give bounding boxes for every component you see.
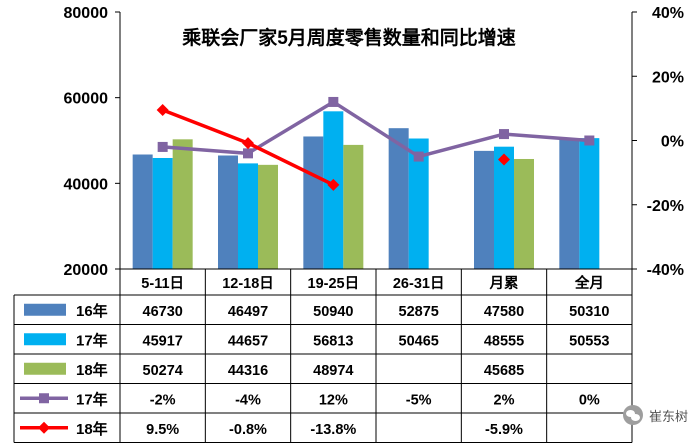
wechat-icon [622, 405, 643, 425]
data-label: -4% [235, 392, 261, 408]
legend-key-bar [24, 362, 66, 375]
category-label: 全月 [574, 274, 604, 292]
y-right-tick-label: 0% [661, 134, 684, 151]
data-label: 56813 [313, 333, 353, 349]
legend-key-bar [24, 333, 66, 346]
bar-16年-19-25日 [303, 136, 324, 269]
line-point-square [584, 135, 595, 146]
bar-17年-月累 [494, 146, 514, 269]
bar-16年-月累 [474, 150, 494, 269]
line-point-square [157, 141, 168, 152]
line-point-diamond [498, 153, 510, 166]
line-point-square [328, 96, 339, 107]
bar-17年-26-31日 [408, 138, 429, 269]
data-label: 50274 [143, 363, 183, 379]
line-point-diamond [156, 103, 169, 116]
bar-16年-12-18日 [218, 155, 238, 269]
legend-key-marker [39, 393, 49, 404]
watermark: 崔东树 [622, 405, 688, 425]
data-label: 0% [579, 392, 600, 408]
legend-key-marker [38, 421, 50, 434]
y-right-tick-label: 20% [652, 69, 684, 86]
data-label: -2% [150, 392, 176, 408]
y-left-tick-label: 60000 [64, 91, 109, 108]
legend-key-bar [24, 303, 66, 316]
data-label: 50553 [569, 333, 609, 349]
line-point-square [499, 129, 509, 140]
data-label: -0.8% [229, 422, 267, 438]
data-label: -13.8% [310, 422, 356, 438]
category-label: 5-11日 [141, 275, 184, 292]
bar-18年-19-25日 [343, 144, 364, 269]
category-label: 19-25日 [308, 275, 360, 292]
legend-label: 17年 [76, 331, 108, 349]
bar-16年-全月 [559, 139, 580, 269]
legend-label: 17年 [76, 390, 108, 408]
data-label: 50465 [399, 333, 439, 349]
bar-16年-5-11日 [132, 154, 153, 269]
data-label: 52875 [399, 304, 439, 320]
bar-17年-5-11日 [152, 157, 173, 269]
data-label: 50940 [313, 304, 353, 320]
line-point-square [413, 151, 424, 162]
y-left-tick-label: 80000 [64, 5, 109, 22]
legend-label: 16年 [76, 302, 108, 320]
data-label: 12% [319, 392, 348, 408]
data-label: -5.9% [485, 422, 523, 438]
line-series-square [162, 100, 590, 159]
data-label: 48974 [313, 363, 353, 379]
y-right-tick-label: -20% [647, 198, 684, 215]
watermark-text: 崔东树 [648, 409, 688, 425]
line-point-diamond [242, 137, 254, 150]
data-label: 46730 [143, 304, 183, 320]
bar-17年-全月 [579, 138, 600, 269]
legend-label: 18年 [76, 361, 108, 379]
data-label: 44657 [228, 333, 268, 349]
bar-18年-月累 [514, 158, 534, 269]
data-label: 9.5% [146, 422, 179, 438]
data-label: 2% [494, 392, 515, 408]
data-label: 45685 [484, 363, 524, 379]
y-left-tick-label: 20000 [64, 262, 109, 279]
legend-label: 18年 [76, 420, 108, 438]
data-label: 44316 [228, 363, 268, 379]
line-point-diamond [327, 178, 340, 191]
category-label: 26-31日 [393, 275, 445, 292]
data-label: 47580 [484, 304, 524, 320]
bar-17年-12-18日 [238, 163, 258, 269]
data-label: -5% [406, 392, 432, 408]
data-label: 46497 [228, 304, 268, 320]
bar-18年-5-11日 [172, 139, 193, 269]
data-label: 50310 [569, 304, 609, 320]
data-label: 48555 [484, 333, 524, 349]
data-label: 45917 [143, 333, 183, 349]
bar-16年-26-31日 [388, 128, 409, 269]
y-right-tick-label: 40% [652, 5, 684, 22]
category-label: 12-18日 [222, 275, 274, 292]
category-label: 月累 [489, 275, 519, 292]
y-right-tick-label: -40% [647, 262, 684, 279]
line-point-square [243, 148, 253, 159]
y-left-tick-label: 40000 [64, 176, 109, 193]
chart-title: 乘联会厂家5月周度零售数量和同比增速 [181, 26, 516, 49]
bar-18年-12-18日 [258, 164, 278, 269]
